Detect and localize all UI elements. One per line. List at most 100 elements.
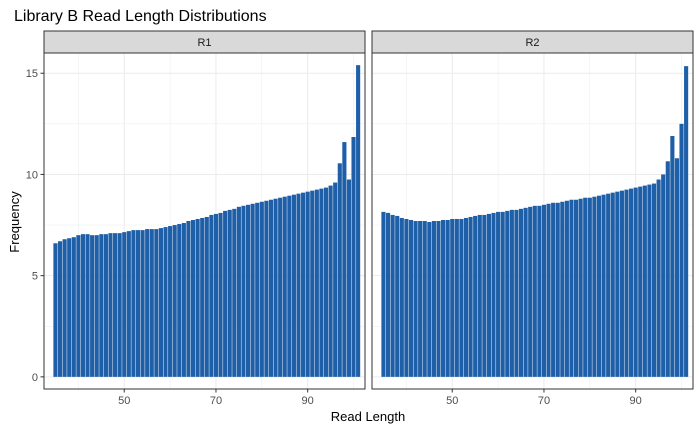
bar — [537, 205, 542, 377]
bar — [140, 230, 145, 377]
bar — [555, 202, 560, 377]
bar — [459, 218, 464, 377]
bar — [85, 234, 90, 377]
bar — [172, 225, 177, 377]
bar — [291, 194, 296, 377]
bar — [158, 228, 163, 377]
y-axis-title: Frequency — [7, 191, 22, 253]
bar — [670, 135, 675, 377]
bar — [149, 229, 154, 377]
bar — [200, 217, 205, 377]
bar — [67, 238, 72, 377]
bar — [679, 123, 684, 377]
bar — [351, 137, 356, 377]
bar — [408, 219, 414, 377]
bar — [445, 219, 450, 377]
bar — [310, 190, 315, 377]
bar — [278, 197, 283, 377]
bar — [177, 224, 182, 377]
bar — [468, 216, 473, 377]
facet-panels: R1 50 70 90 0 5 10 15 R2 50 70 90 — [26, 30, 694, 407]
bar — [223, 210, 228, 377]
bar — [665, 161, 670, 377]
bar — [578, 198, 583, 377]
bar — [264, 200, 269, 377]
bar — [427, 222, 432, 377]
bar — [661, 174, 666, 377]
bar — [168, 226, 173, 377]
bar — [431, 221, 436, 377]
bar — [328, 185, 333, 377]
y-tick-label: 10 — [26, 169, 38, 181]
bar — [528, 206, 533, 377]
bar — [404, 218, 409, 377]
bar — [163, 227, 168, 377]
bar — [606, 193, 611, 377]
bar — [518, 208, 524, 377]
bar — [346, 179, 352, 377]
bar — [441, 219, 446, 377]
bar — [477, 214, 482, 377]
bar — [204, 216, 209, 377]
bar — [117, 233, 122, 377]
bar — [560, 201, 565, 377]
bar — [282, 196, 287, 377]
x-tick-label: 90 — [630, 395, 642, 407]
bar — [587, 197, 592, 377]
bar — [482, 214, 487, 377]
bar — [496, 211, 501, 377]
bar — [190, 219, 196, 377]
bar — [213, 213, 219, 377]
bar — [454, 218, 459, 377]
bar — [541, 204, 547, 377]
y-tick-label: 15 — [26, 68, 38, 80]
bar — [385, 212, 391, 377]
bar — [583, 197, 588, 377]
bar — [154, 229, 159, 377]
facet-label: R1 — [197, 37, 211, 49]
bar — [337, 163, 342, 377]
bar — [71, 237, 76, 377]
bar — [390, 214, 395, 377]
bar — [436, 221, 441, 377]
bar — [76, 235, 81, 377]
bar — [569, 199, 574, 377]
bar — [186, 221, 191, 377]
bar — [422, 221, 427, 377]
bar — [181, 223, 186, 377]
bar — [113, 233, 118, 377]
bar — [103, 234, 108, 377]
bar — [342, 142, 347, 377]
bar — [195, 218, 200, 377]
panel-border — [371, 52, 694, 390]
bar — [564, 200, 569, 377]
bar — [135, 230, 141, 377]
bar — [131, 230, 136, 377]
y-tick-label: 0 — [32, 372, 38, 384]
bar — [418, 221, 423, 377]
bar — [255, 202, 260, 377]
bar — [500, 211, 505, 377]
bar — [546, 203, 551, 377]
bar — [509, 209, 514, 377]
bar — [126, 231, 131, 377]
x-tick-label: 70 — [210, 395, 222, 407]
bar — [642, 185, 647, 377]
bar — [232, 208, 237, 377]
bar — [399, 217, 404, 377]
bar — [463, 217, 469, 377]
bar — [80, 234, 86, 377]
bar — [314, 189, 319, 377]
bar — [145, 229, 150, 377]
chart-title: Library B Read Length Distributions — [14, 8, 267, 25]
bar — [273, 198, 278, 377]
bar — [651, 183, 657, 377]
bar — [319, 188, 324, 377]
bar — [619, 190, 624, 377]
bar — [450, 218, 455, 377]
bar — [246, 204, 251, 377]
bar — [505, 210, 510, 377]
bar — [647, 184, 652, 377]
bar — [514, 209, 519, 377]
bar — [62, 239, 67, 377]
